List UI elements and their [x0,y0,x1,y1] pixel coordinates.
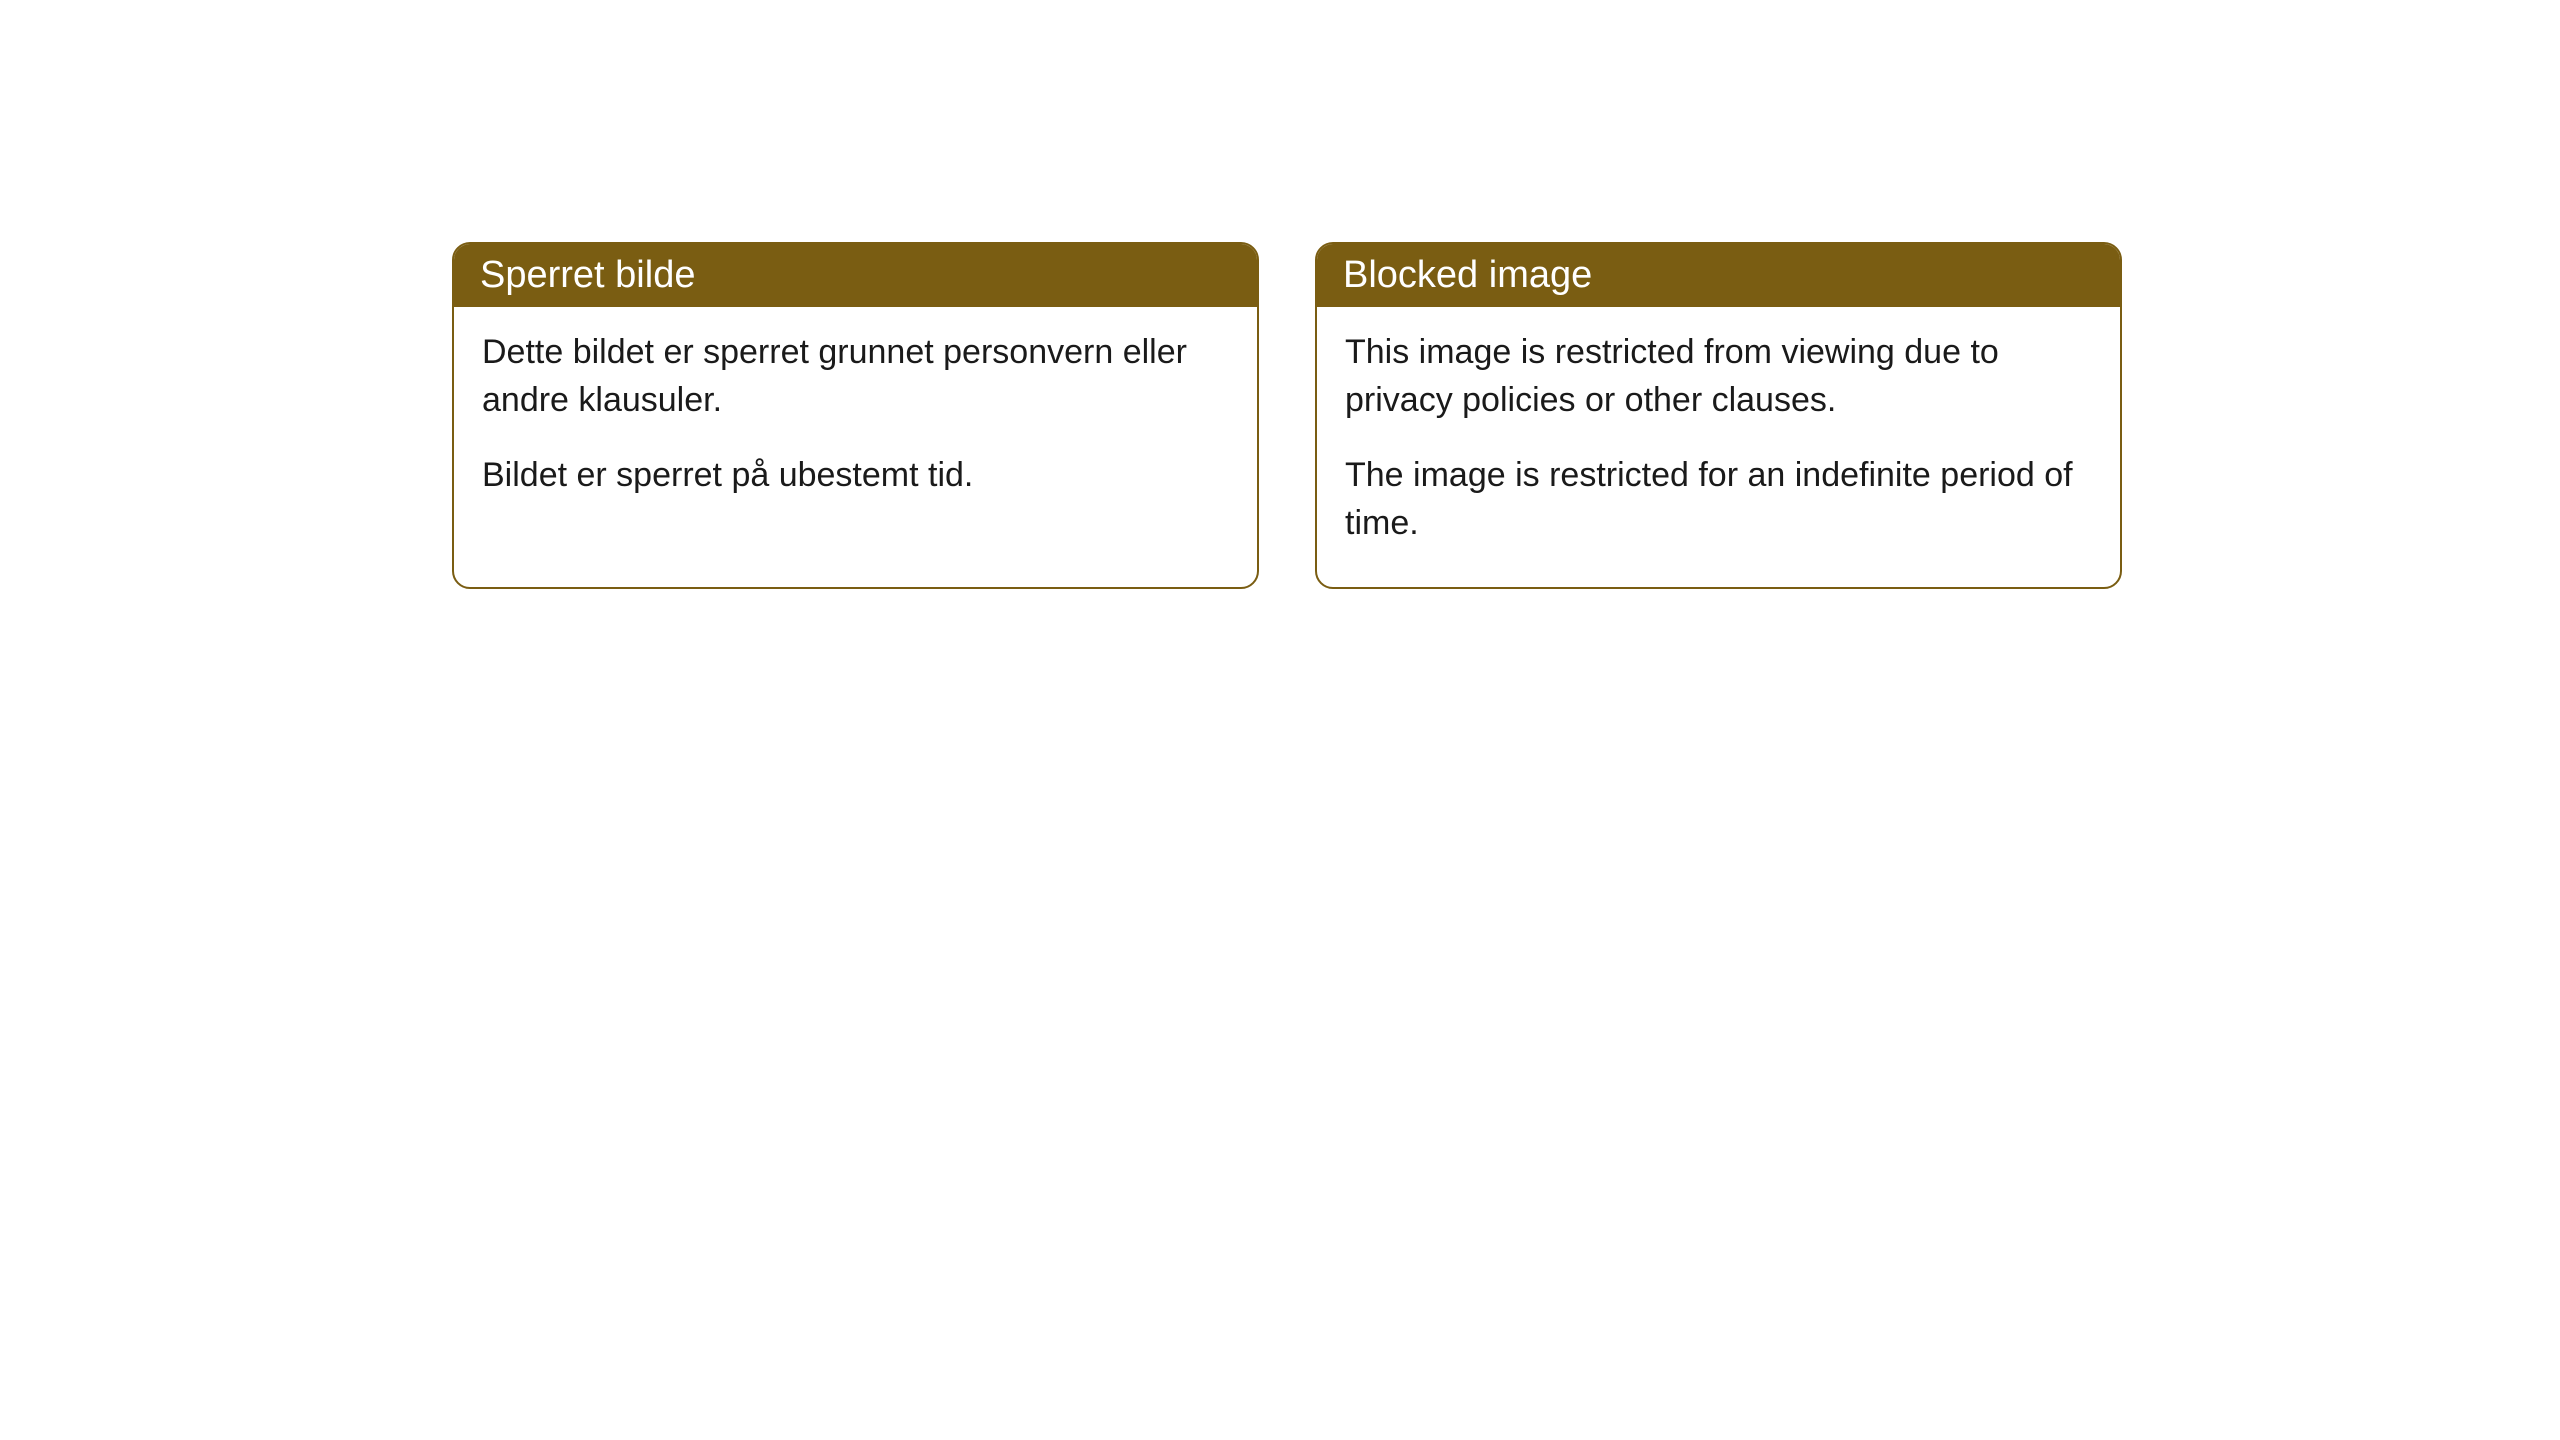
card-paragraph: This image is restricted from viewing du… [1345,329,2092,424]
card-title: Sperret bilde [480,254,695,296]
notice-card-english: Blocked image This image is restricted f… [1315,242,2122,589]
card-paragraph: Dette bildet er sperret grunnet personve… [482,329,1229,424]
card-header: Blocked image [1317,244,2120,307]
notice-card-norwegian: Sperret bilde Dette bildet er sperret gr… [452,242,1259,589]
card-paragraph: The image is restricted for an indefinit… [1345,452,2092,547]
card-paragraph: Bildet er sperret på ubestemt tid. [482,452,1229,500]
card-body: Dette bildet er sperret grunnet personve… [454,307,1257,540]
card-title: Blocked image [1343,254,1592,296]
card-header: Sperret bilde [454,244,1257,307]
card-body: This image is restricted from viewing du… [1317,307,2120,587]
notice-cards-container: Sperret bilde Dette bildet er sperret gr… [452,242,2122,589]
